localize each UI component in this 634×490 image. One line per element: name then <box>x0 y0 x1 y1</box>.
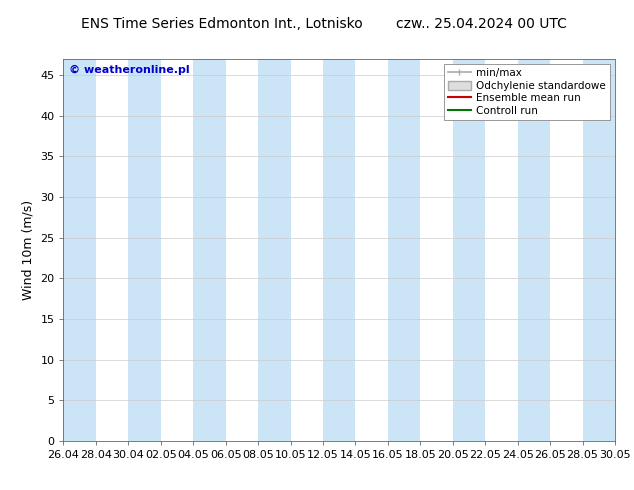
Bar <box>323 59 356 441</box>
Bar <box>258 59 290 441</box>
Text: ENS Time Series Edmonton Int., Lotnisko: ENS Time Series Edmonton Int., Lotnisko <box>81 17 363 31</box>
Legend: min/max, Odchylenie standardowe, Ensemble mean run, Controll run: min/max, Odchylenie standardowe, Ensembl… <box>444 64 610 120</box>
Bar <box>193 59 226 441</box>
Bar <box>517 59 550 441</box>
Bar <box>583 59 615 441</box>
Y-axis label: Wind 10m (m/s): Wind 10m (m/s) <box>22 200 35 300</box>
Text: czw.. 25.04.2024 00 UTC: czw.. 25.04.2024 00 UTC <box>396 17 567 31</box>
Bar <box>63 59 96 441</box>
Bar <box>388 59 420 441</box>
Bar <box>453 59 485 441</box>
Bar <box>128 59 161 441</box>
Text: © weatheronline.pl: © weatheronline.pl <box>69 65 190 74</box>
